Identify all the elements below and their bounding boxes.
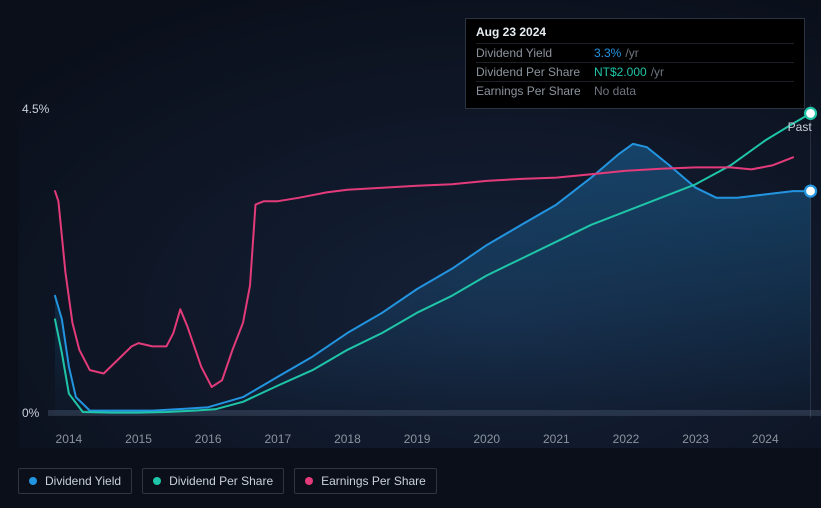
tooltip-row-suffix: /yr xyxy=(651,64,664,81)
tooltip-row-label: Dividend Yield xyxy=(476,45,594,62)
x-axis-tick-label: 2021 xyxy=(543,432,570,446)
hover-tooltip: Aug 23 2024 Dividend Yield3.3%/yrDividen… xyxy=(465,18,805,109)
x-axis-tick-label: 2018 xyxy=(334,432,361,446)
tooltip-row-value: NT$2.000 xyxy=(594,64,647,81)
x-axis-labels: 2014 2015 2016 2017 2018 2019 2020 2021 2022 2023… xyxy=(18,432,821,450)
legend-item-label: Earnings Per Share xyxy=(321,474,426,488)
dividend-chart: 4.5% 0% Past 2014 2015 2016 2017 2018 2019 2020… xyxy=(0,0,821,508)
tooltip-row-value: No data xyxy=(594,83,636,100)
tooltip-row: Dividend Per ShareNT$2.000/yr xyxy=(476,62,794,81)
x-axis-tick-label: 2015 xyxy=(125,432,152,446)
x-axis-tick-label: 2014 xyxy=(56,432,83,446)
tooltip-row: Earnings Per ShareNo data xyxy=(476,81,794,100)
tooltip-rows: Dividend Yield3.3%/yrDividend Per ShareN… xyxy=(476,43,794,100)
legend-item-earnings-per-share[interactable]: Earnings Per Share xyxy=(294,468,437,494)
x-axis-tick-label: 2019 xyxy=(404,432,431,446)
tooltip-date: Aug 23 2024 xyxy=(476,25,794,39)
x-axis-tick-label: 2022 xyxy=(613,432,640,446)
tooltip-row-value: 3.3% xyxy=(594,45,621,62)
tooltip-row-suffix: /yr xyxy=(625,45,638,62)
past-marker-label: Past xyxy=(788,120,812,134)
chart-legend: Dividend Yield Dividend Per Share Earnings… xyxy=(18,468,437,494)
tooltip-row-label: Dividend Per Share xyxy=(476,64,594,81)
y-axis-tick-label: 0% xyxy=(22,406,39,420)
tooltip-row: Dividend Yield3.3% /yr xyxy=(476,43,794,62)
x-axis-tick-label: 2024 xyxy=(752,432,779,446)
x-axis-tick-label: 2023 xyxy=(682,432,709,446)
legend-dot-icon xyxy=(153,477,161,485)
y-axis-tick-label: 4.5% xyxy=(22,102,49,116)
x-axis-tick-label: 2016 xyxy=(195,432,222,446)
legend-item-label: Dividend Yield xyxy=(45,474,121,488)
x-axis-tick-label: 2020 xyxy=(473,432,500,446)
legend-item-dividend-yield[interactable]: Dividend Yield xyxy=(18,468,132,494)
legend-item-label: Dividend Per Share xyxy=(169,474,273,488)
legend-item-dividend-per-share[interactable]: Dividend Per Share xyxy=(142,468,284,494)
legend-dot-icon xyxy=(29,477,37,485)
x-axis-tick-label: 2017 xyxy=(264,432,291,446)
tooltip-row-label: Earnings Per Share xyxy=(476,83,594,100)
legend-dot-icon xyxy=(305,477,313,485)
